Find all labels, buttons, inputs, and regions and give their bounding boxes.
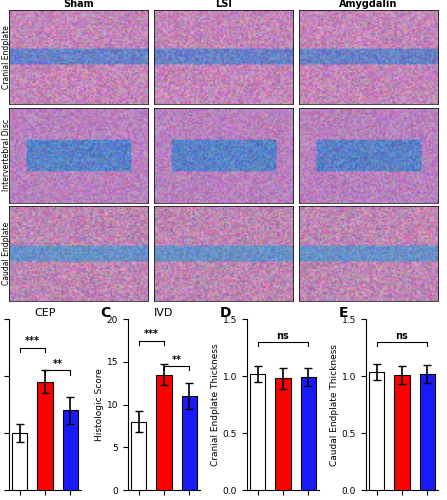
Text: E: E [338, 306, 348, 320]
Title: IVD: IVD [154, 308, 174, 318]
Text: ***: *** [25, 336, 40, 346]
Bar [12, 433, 27, 490]
Y-axis label: Cranial Endplate Thickness: Cranial Endplate Thickness [211, 344, 220, 466]
Text: ns: ns [396, 330, 409, 340]
Bar [250, 374, 266, 490]
Y-axis label: Caudal Endplate Thickness: Caudal Endplate Thickness [330, 344, 339, 466]
Bar [301, 378, 316, 490]
Y-axis label: Cranial Endplate: Cranial Endplate [2, 26, 11, 89]
Text: ns: ns [277, 330, 289, 340]
Text: **: ** [53, 359, 63, 369]
Title: CEP: CEP [34, 308, 56, 318]
Y-axis label: Histologic Score: Histologic Score [95, 368, 104, 441]
Bar [181, 396, 197, 490]
Y-axis label: Caudal Endplate: Caudal Endplate [2, 222, 11, 285]
Y-axis label: Intervertebral Disc: Intervertebral Disc [2, 120, 11, 192]
Bar [63, 410, 78, 490]
Text: C: C [101, 306, 111, 320]
Bar [420, 374, 435, 490]
Bar [156, 374, 172, 490]
Title: Amygdalin: Amygdalin [339, 0, 397, 9]
Bar [275, 378, 291, 490]
Bar [369, 372, 384, 490]
Text: **: ** [172, 355, 181, 365]
Title: LSI: LSI [215, 0, 232, 9]
Text: D: D [219, 306, 231, 320]
Title: Sham: Sham [63, 0, 94, 9]
Text: ***: *** [144, 330, 159, 340]
Bar [131, 422, 146, 490]
Bar [394, 375, 409, 490]
Bar [38, 382, 53, 490]
